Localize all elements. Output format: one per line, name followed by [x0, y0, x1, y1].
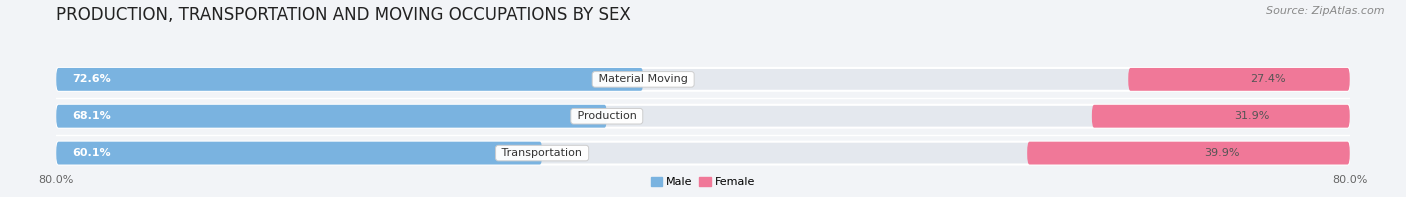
FancyBboxPatch shape	[1028, 142, 1350, 164]
Text: 60.1%: 60.1%	[73, 148, 111, 158]
FancyBboxPatch shape	[56, 142, 543, 164]
Legend: Male, Female: Male, Female	[647, 172, 759, 191]
Text: 39.9%: 39.9%	[1205, 148, 1240, 158]
FancyBboxPatch shape	[56, 105, 1350, 128]
Text: 68.1%: 68.1%	[73, 111, 111, 121]
FancyBboxPatch shape	[1092, 105, 1350, 128]
Text: Transportation: Transportation	[498, 148, 586, 158]
FancyBboxPatch shape	[56, 142, 1350, 164]
Text: Material Moving: Material Moving	[595, 74, 692, 84]
FancyBboxPatch shape	[1128, 68, 1350, 91]
Text: 72.6%: 72.6%	[73, 74, 111, 84]
Text: Source: ZipAtlas.com: Source: ZipAtlas.com	[1267, 6, 1385, 16]
FancyBboxPatch shape	[56, 68, 643, 91]
Text: 31.9%: 31.9%	[1233, 111, 1270, 121]
Text: PRODUCTION, TRANSPORTATION AND MOVING OCCUPATIONS BY SEX: PRODUCTION, TRANSPORTATION AND MOVING OC…	[56, 6, 631, 24]
FancyBboxPatch shape	[56, 68, 1350, 91]
Text: 27.4%: 27.4%	[1250, 74, 1285, 84]
Text: Production: Production	[574, 111, 640, 121]
FancyBboxPatch shape	[56, 105, 607, 128]
